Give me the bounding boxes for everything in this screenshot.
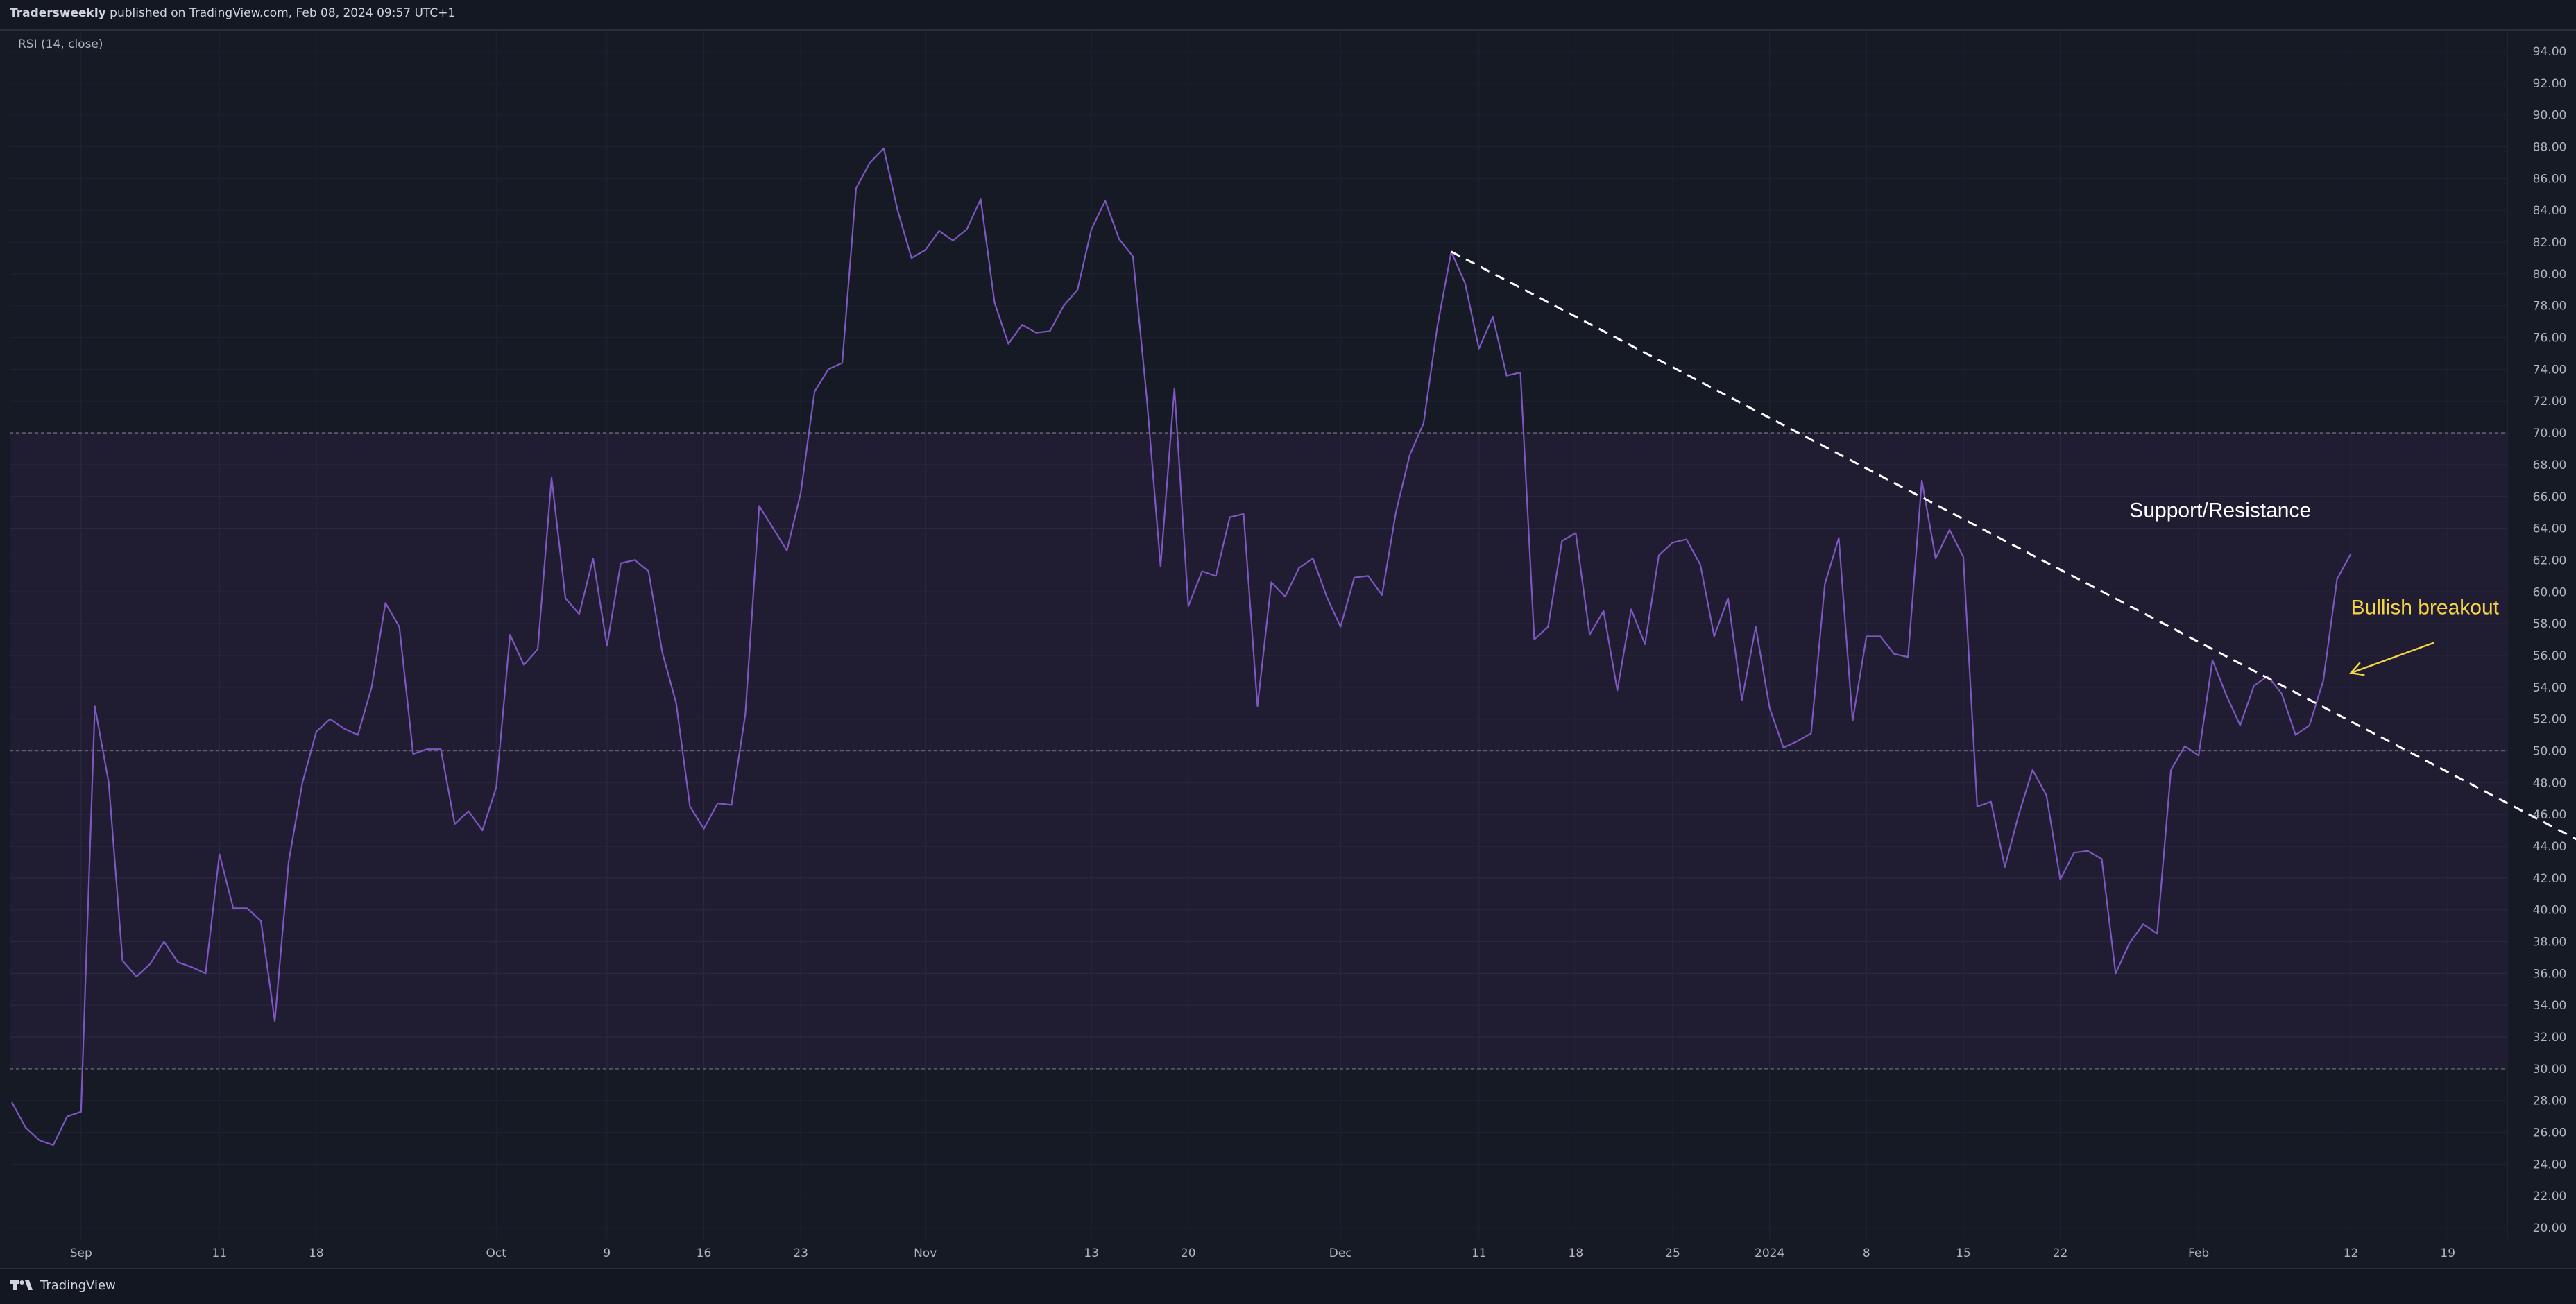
annotations: Support/Resistance Bullish breakout xyxy=(2129,499,2500,676)
y-tick-label: 62.00 xyxy=(2533,554,2567,567)
y-tick-label: 74.00 xyxy=(2533,363,2567,377)
y-tick-label: 86.00 xyxy=(2533,172,2567,186)
y-tick-label: 78.00 xyxy=(2533,300,2567,314)
y-tick-label: 72.00 xyxy=(2533,395,2567,409)
x-tick-label: 11 xyxy=(212,1246,227,1260)
x-tick-label: Dec xyxy=(1329,1246,1352,1260)
x-tick-label: 15 xyxy=(1956,1246,1971,1260)
rsi-series xyxy=(11,147,2352,1146)
y-tick-label: 36.00 xyxy=(2533,967,2567,981)
x-tick-label: 2024 xyxy=(1755,1246,1784,1260)
x-tick-label: 9 xyxy=(603,1246,611,1260)
y-tick-label: 20.00 xyxy=(2533,1221,2567,1235)
x-tick-label: Nov xyxy=(914,1246,937,1260)
publish-text: published on TradingView.com, Feb 08, 20… xyxy=(110,6,456,20)
x-tick-label: 13 xyxy=(1084,1246,1099,1260)
y-tick-label: 52.00 xyxy=(2533,713,2567,727)
y-tick-label: 28.00 xyxy=(2533,1095,2567,1108)
y-tick-label: 80.00 xyxy=(2533,268,2567,282)
indicator-title[interactable]: RSI (14, close) xyxy=(18,37,103,51)
tradingview-logo[interactable]: TradingView xyxy=(10,1273,116,1297)
x-tick-label: Sep xyxy=(70,1246,92,1260)
y-tick-label: 24.00 xyxy=(2533,1158,2567,1172)
x-tick-label: 23 xyxy=(793,1246,808,1260)
y-tick-label: 32.00 xyxy=(2533,1031,2567,1045)
y-tick-label: 58.00 xyxy=(2533,617,2567,631)
y-tick-label: 90.00 xyxy=(2533,109,2567,123)
y-tick-label: 70.00 xyxy=(2533,427,2567,440)
x-tick-label: 12 xyxy=(2344,1246,2359,1260)
y-tick-label: 30.00 xyxy=(2533,1063,2567,1076)
publish-info: Tradersweekly published on TradingView.c… xyxy=(10,6,455,20)
x-tick-label: 25 xyxy=(1665,1246,1680,1260)
y-tick-label: 26.00 xyxy=(2533,1126,2567,1140)
y-tick-label: 48.00 xyxy=(2533,776,2567,790)
y-tick-label: 54.00 xyxy=(2533,681,2567,695)
y-tick-label: 42.00 xyxy=(2533,872,2567,886)
y-tick-label: 38.00 xyxy=(2533,936,2567,950)
x-tick-label: Oct xyxy=(486,1246,507,1260)
y-tick-label: 68.00 xyxy=(2533,458,2567,472)
y-tick-label: 82.00 xyxy=(2533,236,2567,250)
annotation-bullish-breakout[interactable]: Bullish breakout xyxy=(2351,596,2500,619)
y-tick-label: 46.00 xyxy=(2533,808,2567,822)
header-bar: Tradersweekly published on TradingView.c… xyxy=(0,0,2576,31)
publisher-name[interactable]: Tradersweekly xyxy=(10,6,106,20)
trendline-layer[interactable] xyxy=(1451,250,2576,953)
y-tick-label: 44.00 xyxy=(2533,840,2567,854)
x-tick-label: 22 xyxy=(2053,1246,2068,1260)
x-tick-label: 18 xyxy=(1569,1246,1584,1260)
y-tick-label: 56.00 xyxy=(2533,649,2567,663)
y-tick-label: 66.00 xyxy=(2533,490,2567,504)
x-tick-label: Feb xyxy=(2188,1246,2209,1260)
annotation-support-resistance[interactable]: Support/Resistance xyxy=(2129,499,2311,522)
x-tick-label: 11 xyxy=(1472,1246,1487,1260)
x-axis: Sep 11 18 Oct 9 16 23 Nov 13 20 Dec 11 18 25 2024 8 15 22… xyxy=(70,1246,2455,1260)
x-tick-label: 19 xyxy=(2440,1246,2455,1260)
x-tick-label: 20 xyxy=(1181,1246,1196,1260)
y-tick-label: 76.00 xyxy=(2533,332,2567,345)
y-axis: 94.00 92.00 90.00 88.00 86.00 84.00 82.00 80.00… xyxy=(2507,31,2566,1239)
tradingview-logo-icon xyxy=(10,1280,33,1290)
breakout-arrow[interactable] xyxy=(2349,642,2434,676)
y-tick-label: 64.00 xyxy=(2533,522,2567,536)
footer-bar xyxy=(0,1268,2576,1304)
rsi-bands xyxy=(10,432,2507,1070)
y-tick-label: 60.00 xyxy=(2533,585,2567,599)
y-tick-label: 84.00 xyxy=(2533,204,2567,218)
footer-brand: TradingView xyxy=(40,1278,116,1293)
y-tick-label: 34.00 xyxy=(2533,999,2567,1013)
y-tick-label: 40.00 xyxy=(2533,904,2567,918)
support-resistance-trendline[interactable] xyxy=(1451,250,2576,953)
y-tick-label: 22.00 xyxy=(2533,1190,2567,1203)
y-tick-label: 88.00 xyxy=(2533,141,2567,155)
rsi-line xyxy=(11,147,2352,1146)
y-tick-label: 94.00 xyxy=(2533,45,2567,59)
x-tick-label: 18 xyxy=(309,1246,324,1260)
x-tick-label: 16 xyxy=(697,1246,712,1260)
y-tick-label: 92.00 xyxy=(2533,77,2567,91)
x-tick-label: 8 xyxy=(1863,1246,1870,1260)
y-tick-label: 50.00 xyxy=(2533,744,2567,758)
